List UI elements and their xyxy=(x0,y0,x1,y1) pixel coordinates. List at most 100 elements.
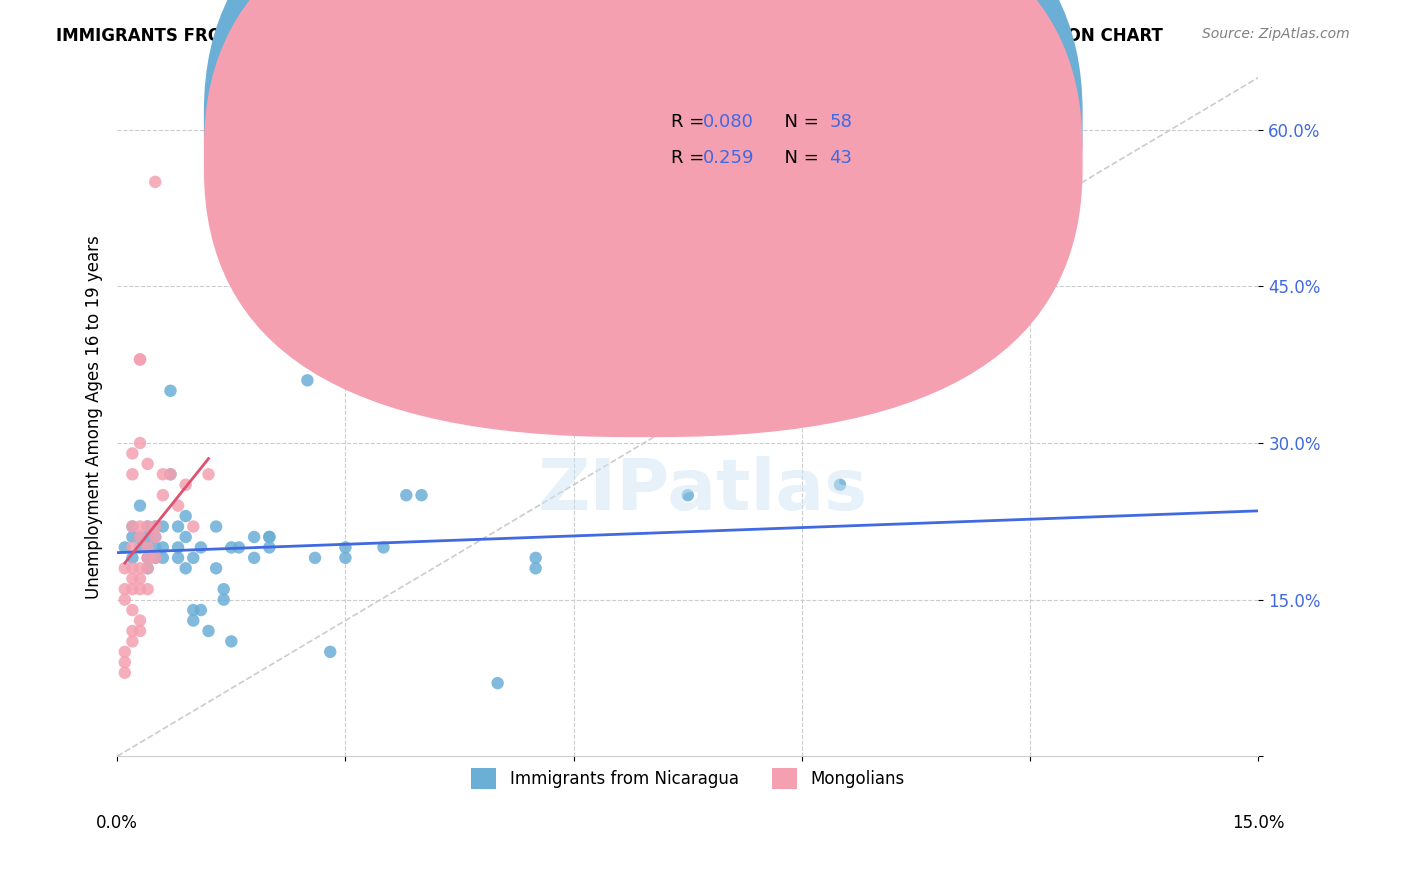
Text: Source: ZipAtlas.com: Source: ZipAtlas.com xyxy=(1202,27,1350,41)
Point xyxy=(129,352,152,367)
Point xyxy=(152,488,174,502)
Point xyxy=(197,467,219,482)
Point xyxy=(143,541,166,555)
Text: R =: R = xyxy=(671,149,710,167)
Point xyxy=(259,530,281,544)
Point xyxy=(114,645,136,659)
Point xyxy=(136,550,159,565)
Point xyxy=(136,582,159,597)
Text: 0.259: 0.259 xyxy=(703,149,755,167)
Text: IMMIGRANTS FROM NICARAGUA VS MONGOLIAN UNEMPLOYMENT AMONG AGES 16 TO 19 YEARS CO: IMMIGRANTS FROM NICARAGUA VS MONGOLIAN U… xyxy=(56,27,1163,45)
Point xyxy=(121,519,143,533)
Point xyxy=(114,541,136,555)
Point xyxy=(159,467,181,482)
Point xyxy=(129,530,152,544)
Point xyxy=(121,519,143,533)
Point xyxy=(136,530,159,544)
Point xyxy=(152,550,174,565)
Text: N =: N = xyxy=(773,149,825,167)
Point xyxy=(143,519,166,533)
Point xyxy=(114,582,136,597)
Point xyxy=(152,467,174,482)
Point xyxy=(335,541,357,555)
Point xyxy=(121,603,143,617)
Point xyxy=(121,541,143,555)
Point xyxy=(136,519,159,533)
Text: 43: 43 xyxy=(830,149,852,167)
Point xyxy=(129,541,152,555)
Point xyxy=(243,530,266,544)
Point xyxy=(136,550,159,565)
Point xyxy=(143,550,166,565)
Point xyxy=(205,561,228,575)
Point xyxy=(174,477,197,491)
Point xyxy=(143,530,166,544)
Point xyxy=(143,530,166,544)
Point xyxy=(174,509,197,524)
Point xyxy=(129,582,152,597)
Point xyxy=(190,541,212,555)
Point xyxy=(181,519,204,533)
Point xyxy=(121,446,143,460)
Point xyxy=(121,624,143,638)
Point xyxy=(167,499,190,513)
Point xyxy=(152,519,174,533)
Point xyxy=(335,550,357,565)
Point xyxy=(159,384,181,398)
Point xyxy=(129,614,152,628)
Point xyxy=(190,603,212,617)
Point xyxy=(114,665,136,680)
Point xyxy=(181,614,204,628)
Point xyxy=(143,519,166,533)
Point xyxy=(121,530,143,544)
Point xyxy=(486,676,509,690)
Point xyxy=(136,561,159,575)
Point xyxy=(297,373,319,387)
Point xyxy=(129,561,152,575)
Point xyxy=(181,603,204,617)
Point xyxy=(167,541,190,555)
Point xyxy=(136,541,159,555)
Point xyxy=(121,634,143,648)
Text: 0.080: 0.080 xyxy=(703,113,754,131)
Point xyxy=(152,541,174,555)
Point xyxy=(167,519,190,533)
Point xyxy=(121,561,143,575)
Point xyxy=(114,561,136,575)
Point xyxy=(221,634,243,648)
Point xyxy=(304,550,326,565)
Point xyxy=(121,572,143,586)
Point xyxy=(129,624,152,638)
Point xyxy=(197,624,219,638)
Point xyxy=(159,467,181,482)
Point xyxy=(114,655,136,669)
Point xyxy=(181,550,204,565)
Point xyxy=(129,436,152,450)
Point xyxy=(174,561,197,575)
Point xyxy=(828,477,851,491)
Point xyxy=(411,488,433,502)
Point xyxy=(136,519,159,533)
Text: ZIPatlas: ZIPatlas xyxy=(538,456,868,525)
Point xyxy=(129,352,152,367)
Point xyxy=(676,488,699,502)
Point xyxy=(143,175,166,189)
Point xyxy=(121,582,143,597)
Text: N =: N = xyxy=(773,113,825,131)
Point xyxy=(129,572,152,586)
Point xyxy=(205,519,228,533)
Point xyxy=(121,467,143,482)
Point xyxy=(136,457,159,471)
Point xyxy=(228,541,250,555)
Point xyxy=(121,550,143,565)
Text: R =: R = xyxy=(671,113,710,131)
Point xyxy=(136,561,159,575)
Point xyxy=(524,550,547,565)
Point xyxy=(373,541,395,555)
Legend: Immigrants from Nicaragua, Mongolians: Immigrants from Nicaragua, Mongolians xyxy=(464,762,911,796)
Point xyxy=(212,592,235,607)
Point xyxy=(259,530,281,544)
Point xyxy=(143,550,166,565)
Y-axis label: Unemployment Among Ages 16 to 19 years: Unemployment Among Ages 16 to 19 years xyxy=(86,235,103,599)
Point xyxy=(212,582,235,597)
